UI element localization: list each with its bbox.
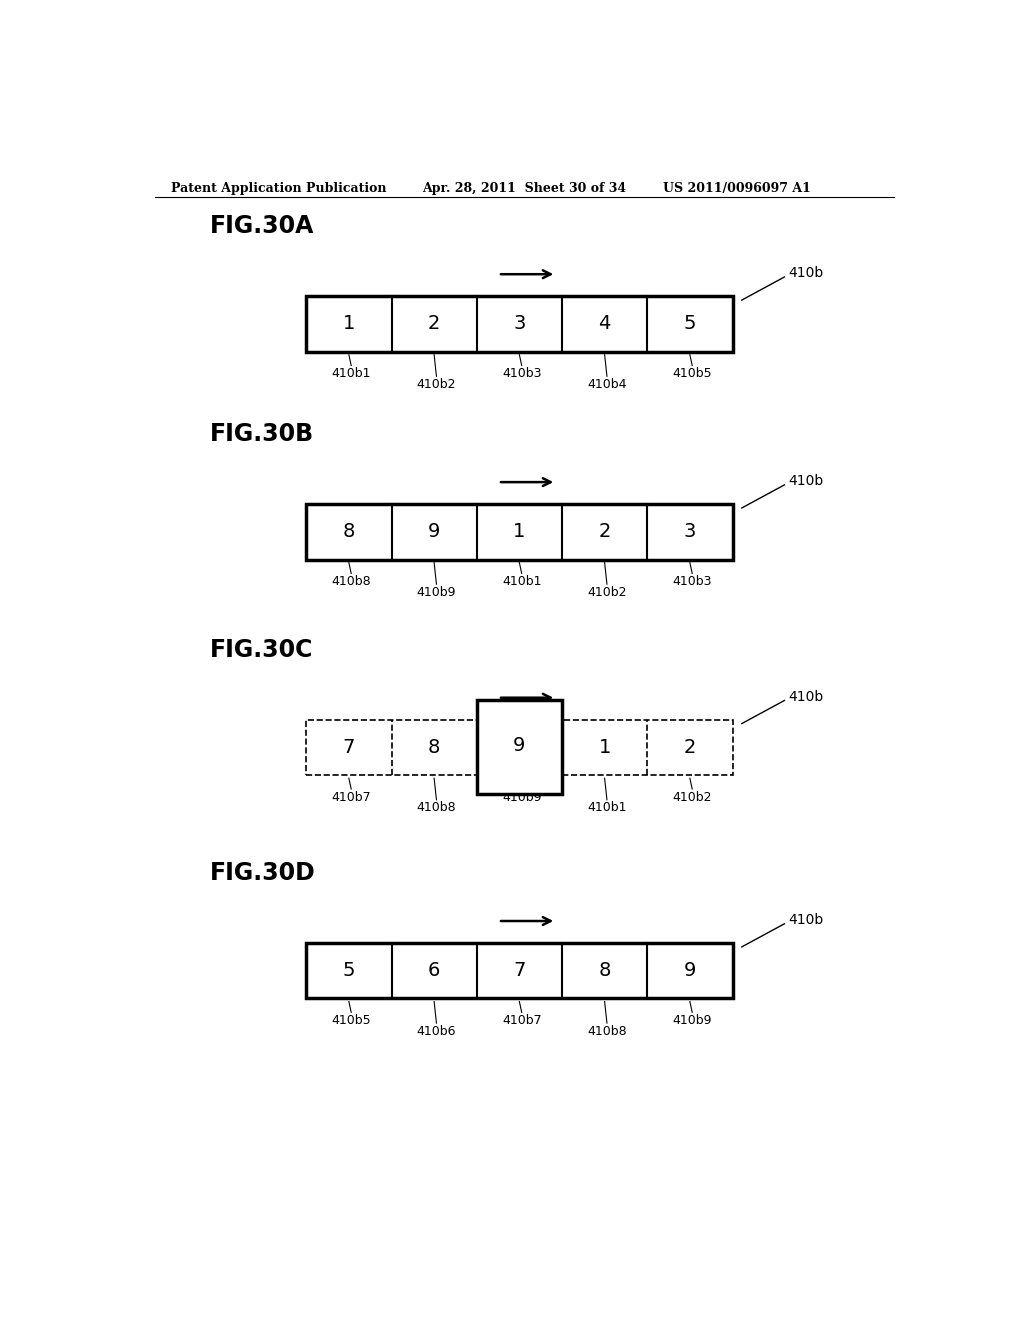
Text: 410b2: 410b2 bbox=[417, 378, 457, 391]
Text: 410b5: 410b5 bbox=[673, 367, 712, 380]
Text: 410b9: 410b9 bbox=[502, 791, 542, 804]
Text: FIG.30A: FIG.30A bbox=[209, 214, 313, 239]
Text: 1: 1 bbox=[598, 738, 610, 756]
Text: 410b9: 410b9 bbox=[417, 586, 457, 599]
Text: 410b1: 410b1 bbox=[332, 367, 371, 380]
Text: 410b1: 410b1 bbox=[502, 576, 542, 587]
Bar bbox=[306, 504, 732, 560]
Text: 3: 3 bbox=[513, 314, 525, 334]
Bar bbox=[306, 942, 732, 998]
Bar bbox=[306, 719, 732, 775]
Text: 410b5: 410b5 bbox=[332, 1014, 371, 1027]
Text: 410b3: 410b3 bbox=[502, 367, 542, 380]
Text: 410b7: 410b7 bbox=[502, 1014, 542, 1027]
Text: 2: 2 bbox=[428, 314, 440, 334]
Text: 1: 1 bbox=[343, 314, 355, 334]
Text: 5: 5 bbox=[684, 314, 696, 334]
Text: 410b8: 410b8 bbox=[332, 576, 371, 587]
Text: 410b: 410b bbox=[788, 689, 823, 704]
Text: 1: 1 bbox=[513, 523, 525, 541]
Text: Patent Application Publication: Patent Application Publication bbox=[171, 182, 386, 194]
Text: 410b8: 410b8 bbox=[587, 1024, 627, 1038]
Text: 7: 7 bbox=[513, 961, 525, 981]
Text: 410b3: 410b3 bbox=[673, 576, 712, 587]
Text: 6: 6 bbox=[428, 961, 440, 981]
Text: 4: 4 bbox=[598, 314, 610, 334]
Text: 410b1: 410b1 bbox=[587, 801, 627, 814]
Text: 5: 5 bbox=[343, 961, 355, 981]
Text: US 2011/0096097 A1: US 2011/0096097 A1 bbox=[663, 182, 811, 194]
Text: 410b6: 410b6 bbox=[417, 1024, 457, 1038]
Text: 410b9: 410b9 bbox=[673, 1014, 712, 1027]
Text: 410b2: 410b2 bbox=[587, 586, 627, 599]
Text: 3: 3 bbox=[684, 523, 696, 541]
Text: 2: 2 bbox=[598, 523, 610, 541]
Text: 410b: 410b bbox=[788, 474, 823, 488]
Text: 8: 8 bbox=[428, 738, 440, 756]
Text: FIG.30C: FIG.30C bbox=[209, 638, 312, 663]
Text: 9: 9 bbox=[684, 961, 696, 981]
Text: 410b7: 410b7 bbox=[332, 791, 371, 804]
Text: 410b4: 410b4 bbox=[587, 378, 627, 391]
Text: 8: 8 bbox=[343, 523, 355, 541]
Text: 9: 9 bbox=[428, 523, 440, 541]
Bar bbox=[306, 296, 732, 351]
Text: 410b2: 410b2 bbox=[673, 791, 712, 804]
Text: 7: 7 bbox=[343, 738, 355, 756]
Text: 9: 9 bbox=[513, 737, 525, 755]
Text: 410b8: 410b8 bbox=[417, 801, 457, 814]
Bar bbox=[477, 701, 562, 795]
Text: 410b: 410b bbox=[788, 913, 823, 927]
Text: Apr. 28, 2011  Sheet 30 of 34: Apr. 28, 2011 Sheet 30 of 34 bbox=[423, 182, 627, 194]
Text: 8: 8 bbox=[598, 961, 610, 981]
Text: 2: 2 bbox=[684, 738, 696, 756]
Text: FIG.30B: FIG.30B bbox=[209, 422, 313, 446]
Text: 410b: 410b bbox=[788, 267, 823, 280]
Text: FIG.30D: FIG.30D bbox=[209, 861, 315, 886]
